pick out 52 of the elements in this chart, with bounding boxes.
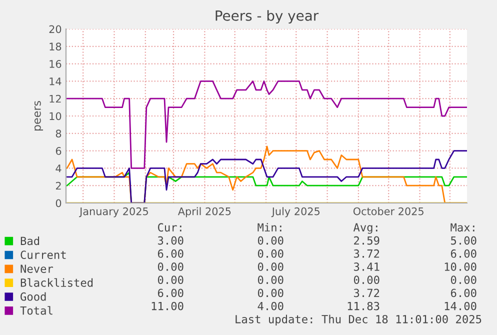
text: 0.00 [354, 276, 380, 284]
y-tick-label: 16 [50, 60, 62, 68]
legend-label: Good [20, 292, 46, 301]
text: 0.00 [158, 276, 184, 284]
text: 4.00 [258, 302, 284, 310]
text: 6.00 [450, 249, 476, 258]
text: 0.00 [158, 262, 184, 271]
text: Avg: [353, 223, 378, 234]
text: 10.00 [444, 262, 476, 271]
text: 5.00 [451, 236, 476, 245]
y-tick-label: 0 [56, 199, 62, 208]
text: 2.59 [354, 236, 380, 245]
text: 3.72 [354, 249, 380, 258]
text: 6.00 [158, 288, 184, 298]
y-tick-label: 20 [49, 25, 62, 34]
y-tick-label: 2 [56, 182, 61, 190]
legend-label: Total [20, 306, 52, 315]
text: 14.00 [444, 302, 476, 310]
text: 3.41 [354, 262, 380, 271]
text: 0.00 [258, 236, 284, 245]
x-tick-label: January 2025 [79, 207, 148, 218]
y-tick-label: 6 [56, 147, 62, 155]
legend-label: Never [20, 264, 54, 273]
text: 3.00 [158, 236, 184, 245]
y-tick-label: 18 [50, 42, 62, 51]
text: Min: [258, 222, 282, 232]
legend-label: Bad [20, 236, 40, 246]
text: Cur: [158, 223, 182, 232]
text: 6.00 [450, 288, 476, 298]
y-tick-label: 14 [50, 78, 62, 86]
x-tick-label: July 2025 [271, 207, 320, 218]
text: 0.00 [258, 249, 284, 258]
y-tick-label: 10 [50, 112, 62, 120]
x-tick-label: October 2025 [353, 207, 424, 216]
chart-title: Peers - by year [216, 10, 319, 24]
text: 0.00 [258, 262, 284, 271]
x-tick-label: April 2025 [178, 207, 231, 218]
text: 6.00 [158, 249, 184, 258]
text: 0.00 [258, 288, 284, 298]
text: 11.83 [348, 302, 380, 310]
text: Max: [450, 223, 474, 232]
y-tick-label: 8 [56, 130, 62, 138]
text: 11.00 [152, 302, 184, 310]
legend-label: Current [20, 250, 66, 260]
y-tick-label: 12 [50, 94, 61, 103]
legend-label: Blacklisted [20, 278, 93, 287]
text: 0.00 [450, 276, 476, 284]
text: Last update: Thu Dec 18 11:01:00 2025 [236, 314, 482, 326]
y-axis-title: peers [34, 101, 44, 131]
y-tick-label: 4 [56, 164, 62, 172]
text: 3.72 [354, 288, 380, 298]
text: 0.00 [258, 276, 284, 284]
